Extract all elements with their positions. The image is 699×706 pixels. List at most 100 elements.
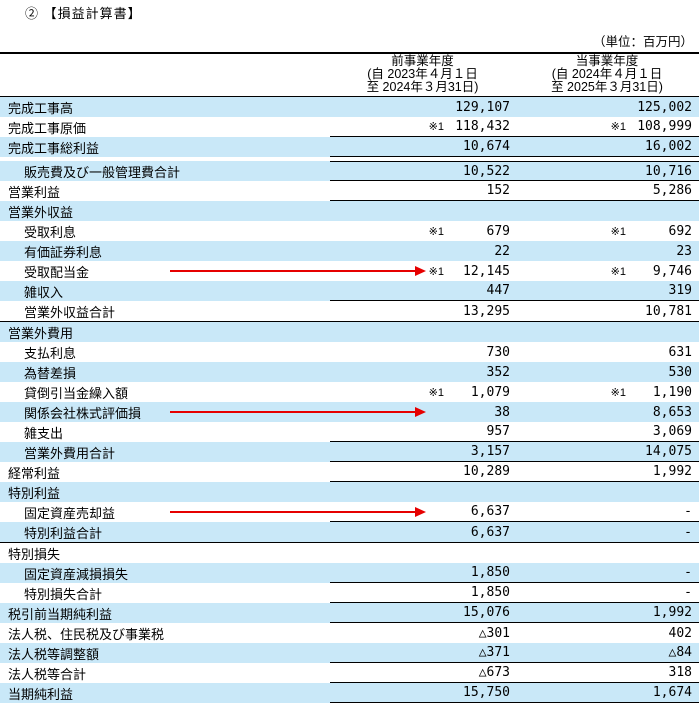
value-prev: 15,750 (463, 685, 510, 700)
value-current: 1,190 (652, 384, 692, 400)
cell-prev-year: 129,107 (330, 97, 515, 117)
table-row: 営業外費用 (0, 322, 699, 342)
row-label: 支払利息 (24, 345, 77, 361)
table-row: 販売費及び一般管理費合計 10,522 10,716 (0, 161, 699, 181)
value-current: 10,716 (645, 163, 692, 179)
current-period-to: 至 2025年３月31日) (551, 80, 663, 94)
table-row: 当期純利益 15,750 1,674 (0, 683, 699, 703)
note-ref-current: ※1 (610, 386, 626, 399)
row-label: 特別損失 (8, 546, 61, 562)
table-row: 税引前当期純利益 15,076 1,992 (0, 603, 699, 623)
current-period-from: (自 2024年４月１日 (551, 67, 663, 81)
cell-prev-year: 152 (330, 181, 515, 201)
table-row: 雑収入 447 319 (0, 281, 699, 301)
value-prev: 6,637 (470, 524, 510, 540)
value-prev: 118,432 (455, 119, 510, 134)
table-row: 雑支出 957 3,069 (0, 422, 699, 442)
value-current: 631 (668, 344, 692, 360)
row-label: 法人税等合計 (8, 666, 87, 682)
value-prev: 1,850 (470, 565, 510, 580)
cell-current-year: - (515, 563, 699, 583)
cell-current-year (515, 543, 699, 563)
table-row: 営業外収益 (0, 201, 699, 221)
value-prev: 10,289 (463, 464, 510, 479)
cell-prev-year: 10,522 (330, 161, 515, 181)
cell-current-year: - (515, 583, 699, 603)
row-label: 営業外収益 (8, 204, 74, 220)
value-current: 530 (668, 364, 692, 380)
table-row: 完成工事原価 ※1 118,432 ※1 108,999 (0, 117, 699, 137)
cell-current-year: 125,002 (515, 97, 699, 117)
row-label: 営業外費用合計 (24, 445, 116, 461)
table-row: 関係会社株式評価損 38 8,653 (0, 402, 699, 422)
current-period-title: 当事業年度 (575, 54, 639, 68)
row-label: 販売費及び一般管理費合計 (24, 164, 181, 180)
cell-current-year: 530 (515, 362, 699, 382)
cell-current-year: 319 (515, 281, 699, 301)
row-label: 特別損失合計 (24, 586, 103, 602)
table-row: 特別利益合計 6,637 - (0, 522, 699, 543)
cell-prev-year: ※1 679 (330, 221, 515, 241)
value-prev: 679 (486, 223, 510, 239)
row-label: 雑収入 (24, 284, 64, 300)
note-ref-prev: ※1 (428, 386, 444, 399)
cell-prev-year: 730 (330, 342, 515, 362)
cell-current-year: 402 (515, 623, 699, 643)
cell-prev-year: 6,637 (330, 502, 515, 522)
cell-prev-year: 352 (330, 362, 515, 382)
cell-current-year (515, 322, 699, 342)
value-current: 1,992 (652, 605, 692, 620)
cell-prev-year: 3,157 (330, 442, 515, 462)
red-arrow-annotation (170, 507, 426, 517)
cell-prev-year: 1,850 (330, 563, 515, 583)
unit-note: （単位：百万円） (592, 35, 693, 49)
cell-current-year: 8,653 (515, 402, 699, 422)
value-prev: 10,522 (463, 163, 510, 179)
value-current: △84 (668, 645, 692, 660)
cell-prev-year: ※1 12,145 (330, 261, 515, 281)
value-current: 3,069 (652, 424, 692, 439)
cell-current-year (515, 201, 699, 221)
table-row: 経常利益 10,289 1,992 (0, 462, 699, 482)
value-prev: △371 (478, 645, 510, 660)
row-label: 完成工事高 (8, 100, 74, 116)
row-label: 為替差損 (24, 365, 77, 381)
value-prev: 38 (494, 404, 510, 420)
profit-loss-table: 前事業年度 (自 2023年４月１日 至 2024年３月31日) 当事業年度 (… (0, 52, 699, 703)
value-prev: 6,637 (470, 504, 510, 519)
value-prev: 13,295 (463, 303, 510, 319)
value-current: 23 (676, 243, 692, 259)
note-ref-prev: ※1 (428, 265, 444, 278)
table-row: 営業外収益合計 13,295 10,781 (0, 301, 699, 322)
table-body: 完成工事高 129,107 125,002 完成工事原価 ※1 118,432 … (0, 97, 699, 703)
row-label: 固定資産売却益 (24, 505, 116, 521)
cell-current-year: 14,075 (515, 442, 699, 462)
table-row: 為替差損 352 530 (0, 362, 699, 382)
value-prev: 730 (486, 344, 510, 360)
cell-prev-year: 957 (330, 422, 515, 442)
cell-prev-year: 22 (330, 241, 515, 261)
row-label: 税引前当期純利益 (8, 606, 113, 622)
cell-prev-year: △673 (330, 663, 515, 683)
cell-current-year: ※1 692 (515, 221, 699, 241)
value-prev: 3,157 (470, 444, 510, 459)
cell-current-year: 3,069 (515, 422, 699, 442)
cell-current-year: 10,716 (515, 161, 699, 181)
cell-current-year: 23 (515, 241, 699, 261)
cell-current-year: 1,992 (515, 603, 699, 623)
cell-prev-year: 10,674 (330, 137, 515, 157)
row-label: 法人税等調整額 (8, 646, 100, 662)
value-current: 1,674 (652, 685, 692, 700)
table-row: 完成工事高 129,107 125,002 (0, 97, 699, 117)
value-current: 10,781 (645, 303, 692, 319)
cell-prev-year (330, 543, 515, 563)
row-label: 特別利益合計 (24, 525, 103, 541)
table-row: 営業利益 152 5,286 (0, 181, 699, 201)
cell-prev-year (330, 482, 515, 502)
table-header: 前事業年度 (自 2023年４月１日 至 2024年３月31日) 当事業年度 (… (0, 54, 699, 97)
table-row: 法人税、住民税及び事業税 △301 402 (0, 623, 699, 643)
cell-prev-year: 10,289 (330, 462, 515, 482)
row-label: 営業外収益合計 (24, 304, 116, 320)
value-current: 692 (668, 223, 692, 239)
cell-prev-year: 447 (330, 281, 515, 301)
